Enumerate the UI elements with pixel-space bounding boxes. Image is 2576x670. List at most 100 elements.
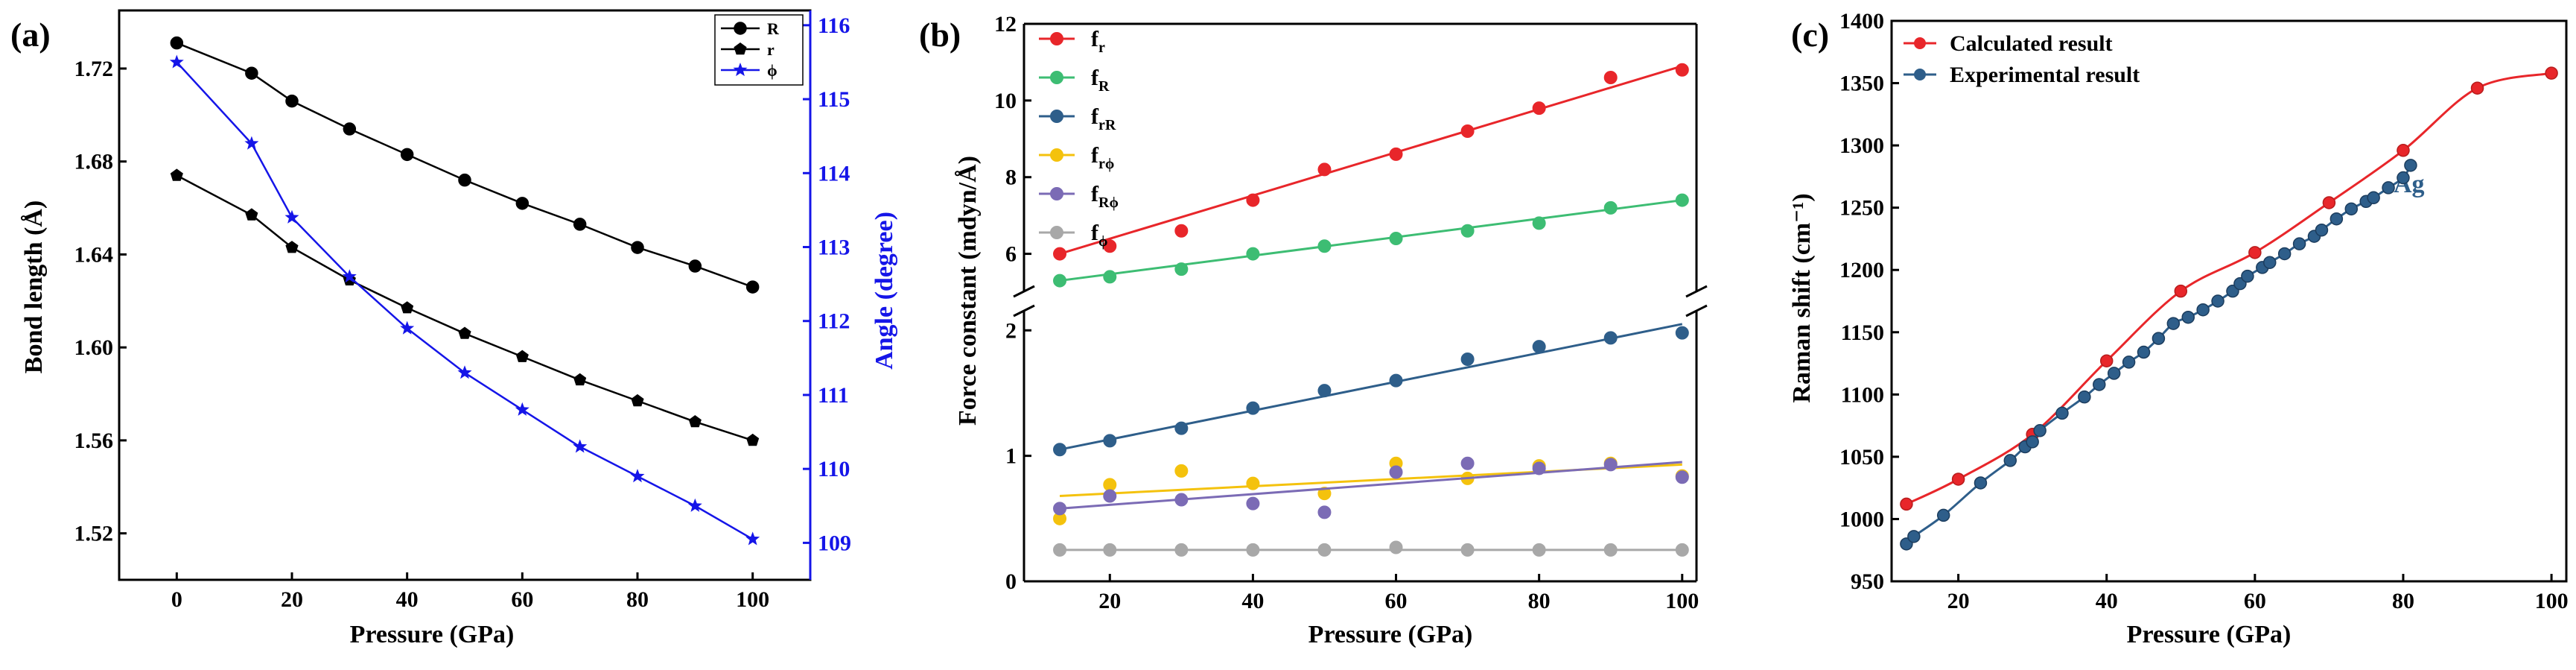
panel-c-legend-label: Calculated result xyxy=(1950,31,2113,56)
panel-b-ytick-label: 12 xyxy=(994,12,1017,37)
panel-a-xtick-label: 80 xyxy=(626,587,649,612)
panel-b-ytick-label: 0 xyxy=(1005,569,1017,594)
panel-a-ytick-label: 1.56 xyxy=(74,429,114,453)
panel-b-point xyxy=(1103,489,1117,503)
panel-b-point xyxy=(1675,326,1689,340)
panel-a-ytick-label: 1.68 xyxy=(74,150,114,174)
panel-b-legend-marker xyxy=(1050,32,1063,45)
panel-b-point xyxy=(1246,496,1260,511)
panel-a-xlabel: Pressure (GPa) xyxy=(350,621,515,648)
panel-b-xtick-label: 40 xyxy=(1241,589,1264,613)
panel-c-point xyxy=(2166,317,2181,330)
panel-a-point xyxy=(687,498,702,512)
panel-c-point xyxy=(2404,159,2417,172)
panel-b-point xyxy=(1246,193,1260,207)
panel-a-point xyxy=(401,301,414,314)
panel-a-xtick-label: 60 xyxy=(511,587,533,612)
panel-b-point xyxy=(1053,443,1067,457)
panel-a-xtick-label: 40 xyxy=(396,587,419,612)
panel-c-xtick-label: 80 xyxy=(2392,589,2414,613)
panel-b-xtick-label: 60 xyxy=(1385,589,1408,613)
panel-b-point xyxy=(1532,543,1546,557)
panel-b-ytick-label: 6 xyxy=(1005,242,1017,267)
panel-c-point xyxy=(2033,424,2047,437)
panel-a-xtick-label: 0 xyxy=(171,587,182,612)
panel-c-xtick-label: 60 xyxy=(2244,589,2266,613)
panel-a-point xyxy=(515,350,529,362)
panel-b-ytick-label: 1 xyxy=(1005,444,1017,469)
panel-b-fit-line-4 xyxy=(1059,461,1682,510)
panel-b-ytick-label: 10 xyxy=(994,89,1017,113)
panel-c-legend-label: Experimental result xyxy=(1950,63,2140,87)
panel-b-legend-label: frϕ xyxy=(1091,143,1114,172)
panel-b-break-mark xyxy=(1685,304,1708,317)
panel-b-legend-marker xyxy=(1050,187,1063,200)
panel-b-point xyxy=(1103,478,1117,492)
panel-c-legend-marker xyxy=(1914,69,1926,80)
panel-b-point xyxy=(1389,147,1403,161)
panel-b-point xyxy=(1174,224,1189,238)
panel-a-legend-label: r xyxy=(767,40,775,59)
panel-a-point xyxy=(515,402,529,416)
panel-c-point xyxy=(2078,390,2091,404)
panel-c-point xyxy=(1974,476,1988,490)
panel-c-point xyxy=(2382,181,2395,195)
panel-a-point xyxy=(630,469,645,483)
plot-layer: 0 20 40 60 80 1001.521.561.601.641.681.721091… xyxy=(74,9,2569,613)
panel-a-point xyxy=(573,218,587,231)
panel-a-series-line-2 xyxy=(176,61,754,540)
panel-c-ytick-label: 1350 xyxy=(1839,72,1884,96)
panel-b-point xyxy=(1246,247,1260,261)
panel-b-legend-marker xyxy=(1050,110,1063,123)
panel-b-point xyxy=(1603,458,1618,472)
panel-c-point xyxy=(1900,497,1913,511)
panel-a-legend-marker xyxy=(734,42,747,55)
panel-a-legend-label: R xyxy=(767,19,780,38)
panel-b-legend-label: fr xyxy=(1091,27,1105,56)
panel-b-point xyxy=(1174,421,1189,435)
panel-b-xtick-label: 80 xyxy=(1528,589,1551,613)
panel-c-ylabel: Raman shift (cm⁻¹) xyxy=(1788,193,1816,402)
panel-a-y2tick-label: 112 xyxy=(818,309,850,334)
panel-b-legend-label: fRϕ xyxy=(1091,182,1119,211)
panel-c-point xyxy=(2545,66,2558,80)
panel-c-point xyxy=(2263,256,2277,269)
panel-a-point xyxy=(400,148,414,162)
panel-c-ytick-label: 1050 xyxy=(1839,445,1884,470)
panel-b-point xyxy=(1103,434,1117,448)
panel-a-point xyxy=(285,94,299,108)
panel-a-y2tick-label: 113 xyxy=(818,236,850,260)
panel-c-ytick-label: 1200 xyxy=(1839,258,1884,282)
panel-b-legend-marker xyxy=(1050,226,1063,239)
panel-b-legend-label: fR xyxy=(1091,66,1110,95)
panel-c-point xyxy=(2322,196,2336,209)
panel-c-ytick-label: 1150 xyxy=(1841,320,1884,345)
panel-a-point xyxy=(170,168,183,181)
panel-c-xtick-label: 20 xyxy=(1947,589,1970,613)
panel-b-ylabel: Force constant (mdyn/Å) xyxy=(954,156,982,426)
panel-c-point xyxy=(2241,269,2254,283)
panel-b-point xyxy=(1317,384,1332,398)
panel-a-legend-marker xyxy=(733,63,748,77)
panel-c-point xyxy=(2470,81,2484,95)
panel-b-point xyxy=(1103,270,1117,284)
panel-b-legend-marker xyxy=(1050,71,1063,84)
panel-b-point xyxy=(1675,470,1689,484)
panel-b-point xyxy=(1246,401,1260,415)
panel-c-ytick-label: 1250 xyxy=(1839,196,1884,221)
panel-a-point xyxy=(515,197,529,210)
panel-c-point xyxy=(2329,212,2344,226)
panel-a-point xyxy=(688,259,702,273)
panel-a-ytick-label: 1.64 xyxy=(74,242,114,267)
panel-a-point xyxy=(285,241,299,253)
panel-b-point xyxy=(1317,543,1332,557)
panel-a-y2tick-label: 109 xyxy=(818,531,851,555)
panel-c-point xyxy=(2397,171,2410,185)
panel-c-ytick-label: 1000 xyxy=(1839,507,1884,531)
panel-c-ytick-label: 950 xyxy=(1851,569,1884,594)
panel-c-ytick-label: 1300 xyxy=(1839,133,1884,158)
panel-b-break-mark xyxy=(1013,285,1035,298)
panel-a-point xyxy=(244,136,259,150)
